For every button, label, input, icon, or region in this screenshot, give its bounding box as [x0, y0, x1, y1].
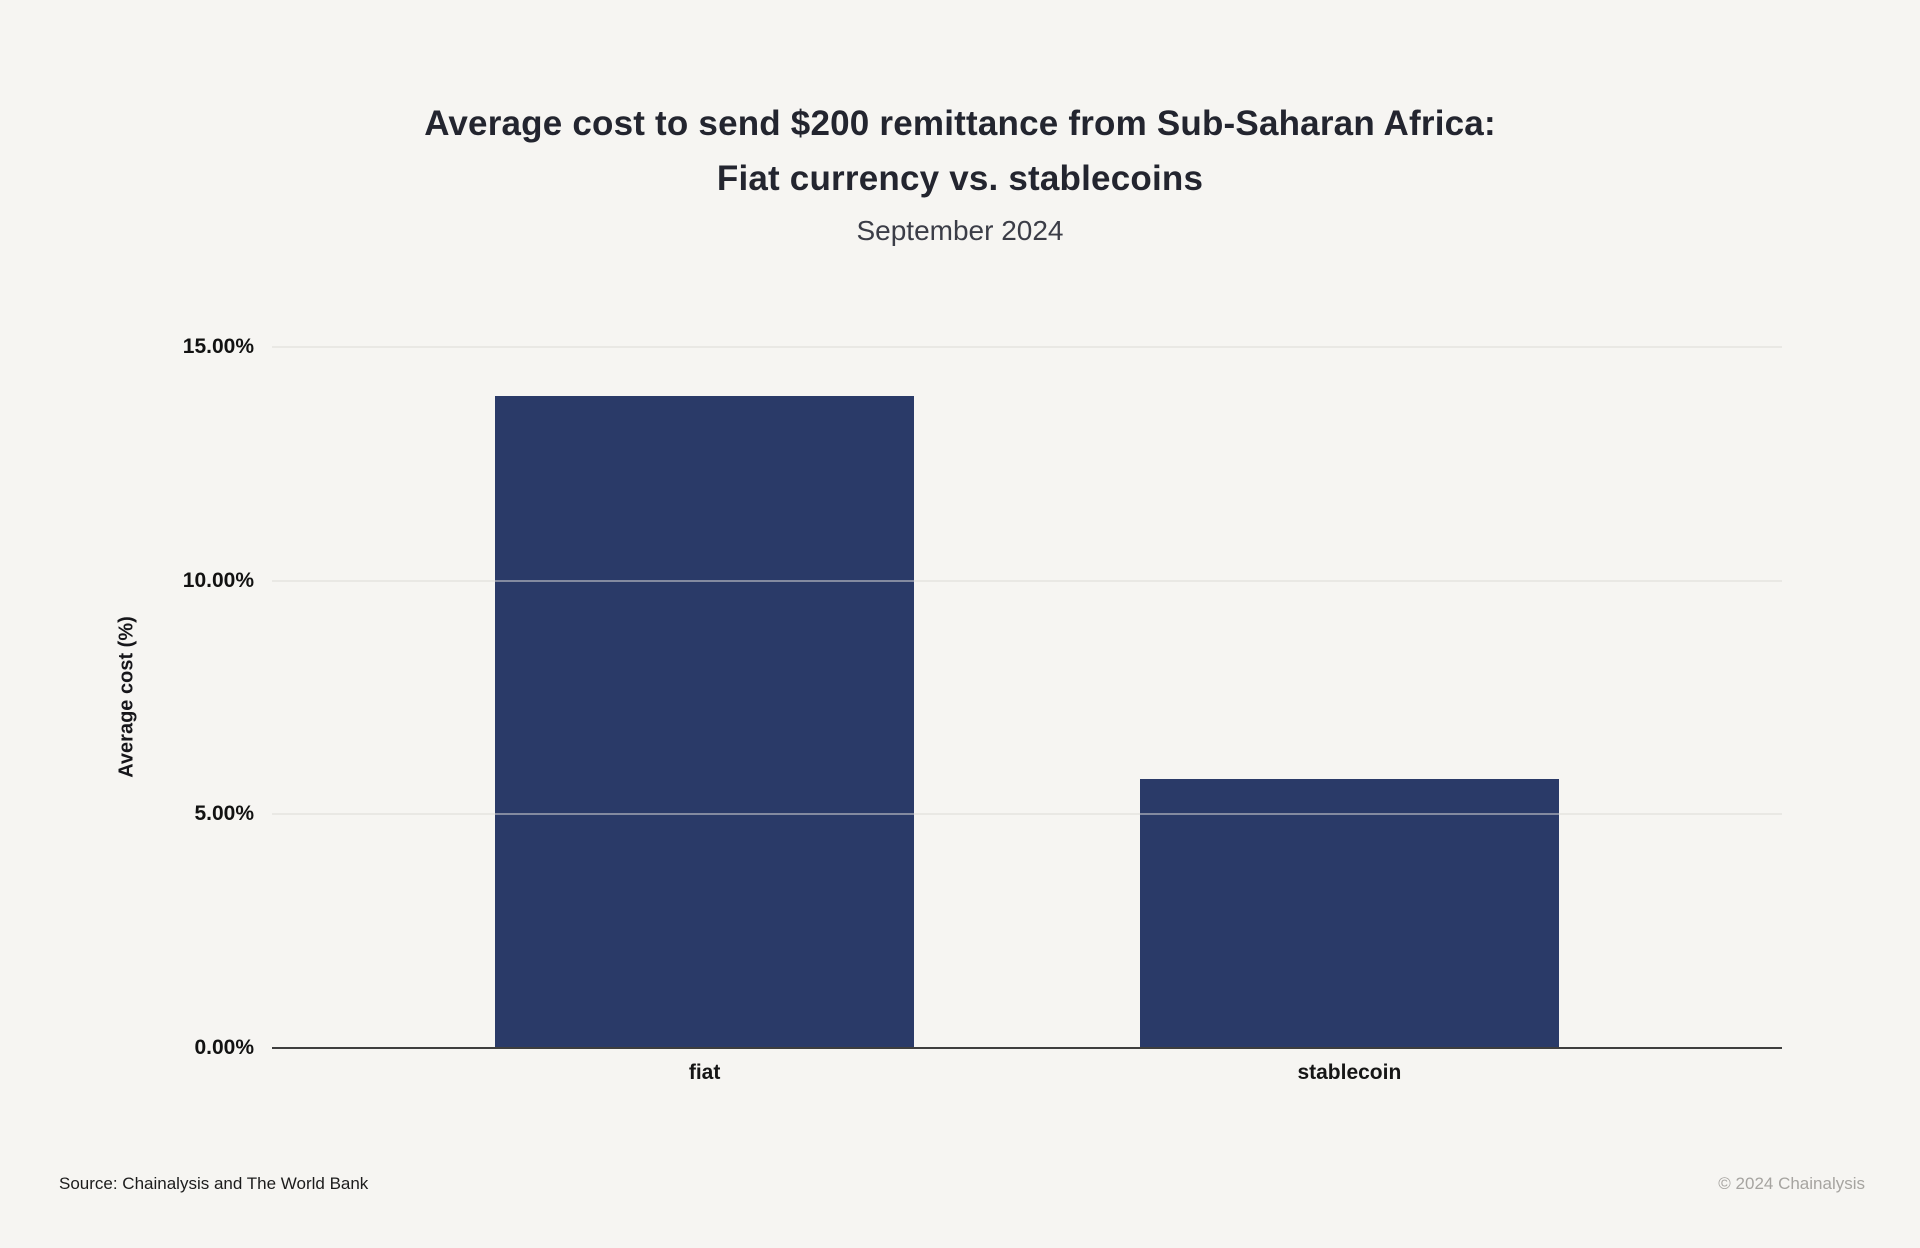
gridline — [272, 346, 1782, 348]
plot-area: fiat stablecoin 0.00% 5.00% 10.00% 15.00% — [183, 335, 1782, 1084]
bar-fiat: fiat — [495, 396, 914, 1084]
y-axis-title: Average cost (%) — [115, 616, 138, 778]
source-note: Source: Chainalysis and The World Bank — [59, 1174, 369, 1193]
x-category-label-stablecoin: stablecoin — [1297, 1061, 1402, 1084]
chart-title-line1: Average cost to send $200 remittance fro… — [424, 104, 1496, 143]
gridline — [272, 813, 1782, 815]
chart-subtitle: September 2024 — [856, 215, 1064, 246]
chart-title-line2: Fiat currency vs. stablecoins — [716, 159, 1204, 198]
y-tick-label: 5.00% — [194, 802, 254, 826]
gridline — [272, 580, 1782, 582]
bars: fiat stablecoin — [272, 347, 1782, 1084]
y-tick-label: 0.00% — [194, 1036, 254, 1059]
x-axis-line — [272, 1047, 1782, 1049]
copyright-note: © 2024 Chainalysis — [1718, 1174, 1865, 1193]
bar-stablecoin: stablecoin — [1140, 779, 1559, 1084]
y-tick-label: 15.00% — [182, 335, 254, 358]
y-tick-label: 10.00% — [182, 568, 254, 592]
title-block: Average cost to send $200 remittance fro… — [0, 96, 1920, 247]
x-category-label-fiat: fiat — [688, 1061, 721, 1084]
